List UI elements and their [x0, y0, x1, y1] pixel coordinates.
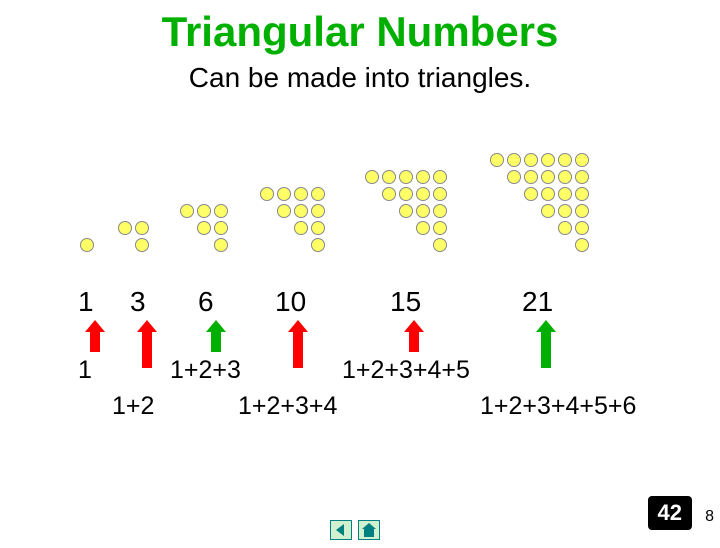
dot: [135, 221, 149, 235]
dot: [575, 187, 589, 201]
subtitle: Can be made into triangles.: [0, 62, 720, 94]
dot: [311, 187, 325, 201]
up-arrow: [536, 320, 556, 373]
dot: [277, 187, 291, 201]
dot: [399, 170, 413, 184]
dot: [399, 204, 413, 218]
dot: [490, 153, 504, 167]
dot: [214, 238, 228, 252]
dot: [197, 204, 211, 218]
up-arrow: [288, 320, 308, 373]
dot: [382, 187, 396, 201]
dot: [311, 204, 325, 218]
triangular-number: 1: [78, 286, 94, 318]
dot: [118, 221, 132, 235]
formula: 1+2: [112, 392, 154, 421]
dot: [541, 204, 555, 218]
dot: [524, 153, 538, 167]
dot: [507, 170, 521, 184]
dot: [541, 187, 555, 201]
dot: [416, 187, 430, 201]
dot: [558, 221, 572, 235]
dot: [524, 187, 538, 201]
dot: [541, 153, 555, 167]
formula: 1+2+3+4+5+6: [480, 392, 636, 421]
dot: [433, 204, 447, 218]
dot: [277, 204, 291, 218]
triangles-diagram: [70, 138, 650, 258]
triangular-number: 3: [130, 286, 146, 318]
dot: [135, 238, 149, 252]
dot: [416, 221, 430, 235]
dot: [180, 204, 194, 218]
formula: 1: [78, 356, 92, 385]
page-number: 8: [705, 508, 714, 526]
nav-icons: [330, 520, 380, 540]
home-icon[interactable]: [358, 520, 380, 540]
dot: [433, 238, 447, 252]
dot: [80, 238, 94, 252]
dot: [575, 221, 589, 235]
dot: [558, 204, 572, 218]
triangular-number: 6: [198, 286, 214, 318]
dot: [433, 187, 447, 201]
dot: [294, 221, 308, 235]
up-arrow: [85, 320, 105, 357]
dot: [558, 153, 572, 167]
up-arrow: [404, 320, 424, 357]
dot: [558, 187, 572, 201]
dot: [214, 221, 228, 235]
dot: [575, 204, 589, 218]
dot: [433, 221, 447, 235]
dot: [294, 187, 308, 201]
dot: [416, 204, 430, 218]
dot: [311, 221, 325, 235]
triangular-number: 15: [390, 286, 421, 318]
up-arrow: [137, 320, 157, 373]
page-title: Triangular Numbers: [0, 8, 720, 56]
dot: [575, 238, 589, 252]
formula: 1+2+3+4: [238, 392, 337, 421]
dot: [575, 153, 589, 167]
dot: [311, 238, 325, 252]
dot: [214, 204, 228, 218]
dot: [365, 170, 379, 184]
dot: [294, 204, 308, 218]
formula: 1+2+3+4+5: [342, 356, 470, 385]
dot: [433, 170, 447, 184]
dot: [382, 170, 396, 184]
dot: [575, 170, 589, 184]
slide-badge: 42: [648, 496, 692, 530]
triangular-number: 10: [275, 286, 306, 318]
back-icon[interactable]: [330, 520, 352, 540]
dot: [558, 170, 572, 184]
up-arrow: [206, 320, 226, 357]
dot: [507, 153, 521, 167]
triangular-number: 21: [522, 286, 553, 318]
dot: [524, 170, 538, 184]
dot: [399, 187, 413, 201]
dot: [416, 170, 430, 184]
dot: [541, 170, 555, 184]
dot: [197, 221, 211, 235]
formula: 1+2+3: [170, 356, 241, 385]
dot: [260, 187, 274, 201]
